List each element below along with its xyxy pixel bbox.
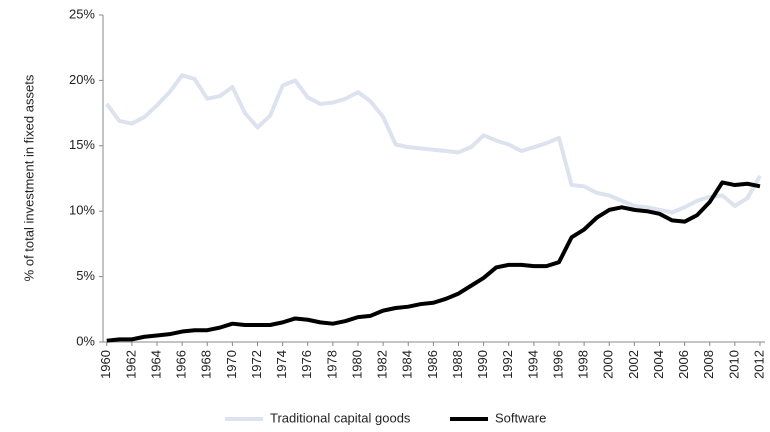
- x-tick-label: 2006: [676, 350, 691, 379]
- x-tick-label: 2008: [701, 350, 716, 379]
- x-tick-label: 1974: [274, 350, 289, 379]
- x-tick-label: 1990: [475, 350, 490, 379]
- x-tick-label: 1960: [98, 350, 113, 379]
- x-tick-label: 2002: [626, 350, 641, 379]
- legend-label: Traditional capital goods: [270, 410, 411, 425]
- x-tick-label: 1968: [199, 350, 214, 379]
- x-tick-label: 1994: [525, 350, 540, 379]
- x-tick-label: 1982: [375, 350, 390, 379]
- x-tick-label: 1978: [324, 350, 339, 379]
- y-tick-label: 0%: [76, 333, 95, 348]
- x-tick-label: 1962: [123, 350, 138, 379]
- y-tick-label: 10%: [69, 203, 95, 218]
- legend-label: Software: [495, 410, 546, 425]
- x-tick-label: 1996: [550, 350, 565, 379]
- x-tick-label: 2004: [651, 350, 666, 379]
- x-tick-label: 2012: [751, 350, 766, 379]
- x-tick-label: 2010: [726, 350, 741, 379]
- series-line: [105, 73, 762, 215]
- x-tick-label: 1972: [249, 350, 264, 379]
- x-tick-label: 1998: [576, 350, 591, 379]
- x-tick-label: 1964: [148, 350, 163, 379]
- x-tick-label: 1988: [450, 350, 465, 379]
- x-tick-label: 1992: [500, 350, 515, 379]
- x-tick-label: 1984: [400, 350, 415, 379]
- y-axis-label: % of total investment in fixed assets: [21, 74, 36, 281]
- x-tick-label: 1980: [349, 350, 364, 379]
- y-tick-label: 15%: [69, 137, 95, 152]
- x-tick-label: 1986: [425, 350, 440, 379]
- x-tick-label: 1976: [299, 350, 314, 379]
- series-line: [106, 180, 761, 343]
- y-tick-label: 20%: [69, 72, 95, 87]
- y-tick-label: 5%: [76, 268, 95, 283]
- x-tick-label: 1970: [224, 350, 239, 379]
- y-tick-label: 25%: [69, 6, 95, 21]
- x-tick-label: 2000: [601, 350, 616, 379]
- x-tick-label: 1966: [174, 350, 189, 379]
